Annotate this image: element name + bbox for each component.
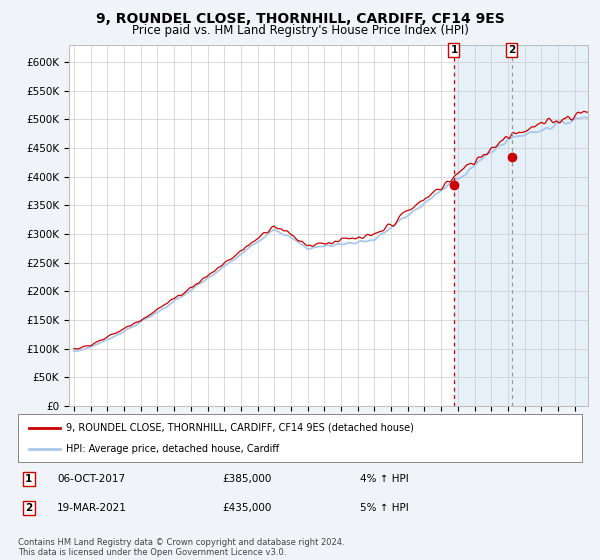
- Text: 1: 1: [451, 45, 458, 55]
- Text: 4% ↑ HPI: 4% ↑ HPI: [360, 474, 409, 484]
- Text: Contains HM Land Registry data © Crown copyright and database right 2024.
This d: Contains HM Land Registry data © Crown c…: [18, 538, 344, 557]
- Text: 06-OCT-2017: 06-OCT-2017: [57, 474, 125, 484]
- Text: 5% ↑ HPI: 5% ↑ HPI: [360, 503, 409, 513]
- Text: 2: 2: [25, 503, 32, 513]
- Text: 9, ROUNDEL CLOSE, THORNHILL, CARDIFF, CF14 9ES: 9, ROUNDEL CLOSE, THORNHILL, CARDIFF, CF…: [95, 12, 505, 26]
- Text: 9, ROUNDEL CLOSE, THORNHILL, CARDIFF, CF14 9ES (detached house): 9, ROUNDEL CLOSE, THORNHILL, CARDIFF, CF…: [66, 423, 414, 433]
- Text: £385,000: £385,000: [222, 474, 271, 484]
- Text: HPI: Average price, detached house, Cardiff: HPI: Average price, detached house, Card…: [66, 444, 279, 454]
- Text: 19-MAR-2021: 19-MAR-2021: [57, 503, 127, 513]
- Text: Price paid vs. HM Land Registry's House Price Index (HPI): Price paid vs. HM Land Registry's House …: [131, 24, 469, 36]
- Text: 1: 1: [25, 474, 32, 484]
- Text: 2: 2: [508, 45, 515, 55]
- Bar: [454, 45, 588, 406]
- Text: £435,000: £435,000: [222, 503, 271, 513]
